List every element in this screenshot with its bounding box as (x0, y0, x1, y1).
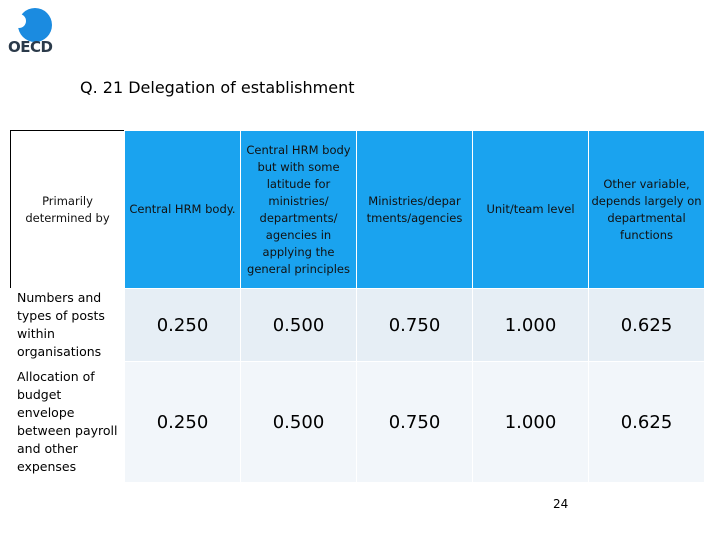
table-cell: 1.000 (472, 361, 589, 483)
page-number: 24 (553, 497, 569, 511)
header-cell: Unit/team level (472, 130, 589, 289)
table-cell: 0.250 (124, 288, 241, 362)
header-cell: Central HRM body. (124, 130, 241, 289)
oecd-logo: OECD (8, 8, 56, 56)
logo-circle-icon (12, 8, 52, 42)
table-cell: 0.750 (356, 361, 473, 483)
row-label: Numbers and types of posts within organi… (10, 288, 125, 362)
header-cell: Ministries/depar tments/agencies (356, 130, 473, 289)
header-cell: Other variable, depends largely on depar… (588, 130, 705, 289)
table-cell: 0.250 (124, 361, 241, 483)
table-header-row: Primarily determined by Central HRM body… (10, 130, 705, 289)
table-cell: 0.500 (240, 288, 357, 362)
header-cell: Primarily determined by (10, 130, 125, 289)
row-label: Allocation of budget envelope between pa… (10, 361, 125, 483)
table-cell: 0.625 (588, 288, 705, 362)
table-cell: 1.000 (472, 288, 589, 362)
header-cell: Central HRM body but with some latitude … (240, 130, 357, 289)
delegation-table: Primarily determined by Central HRM body… (10, 130, 705, 483)
logo-text: OECD (8, 38, 53, 56)
slide-title: Q. 21 Delegation of establishment (80, 78, 355, 97)
table-cell: 0.500 (240, 361, 357, 483)
table-row: Numbers and types of posts within organi… (10, 288, 705, 362)
table-row: Allocation of budget envelope between pa… (10, 361, 705, 483)
table-cell: 0.750 (356, 288, 473, 362)
table-cell: 0.625 (588, 361, 705, 483)
